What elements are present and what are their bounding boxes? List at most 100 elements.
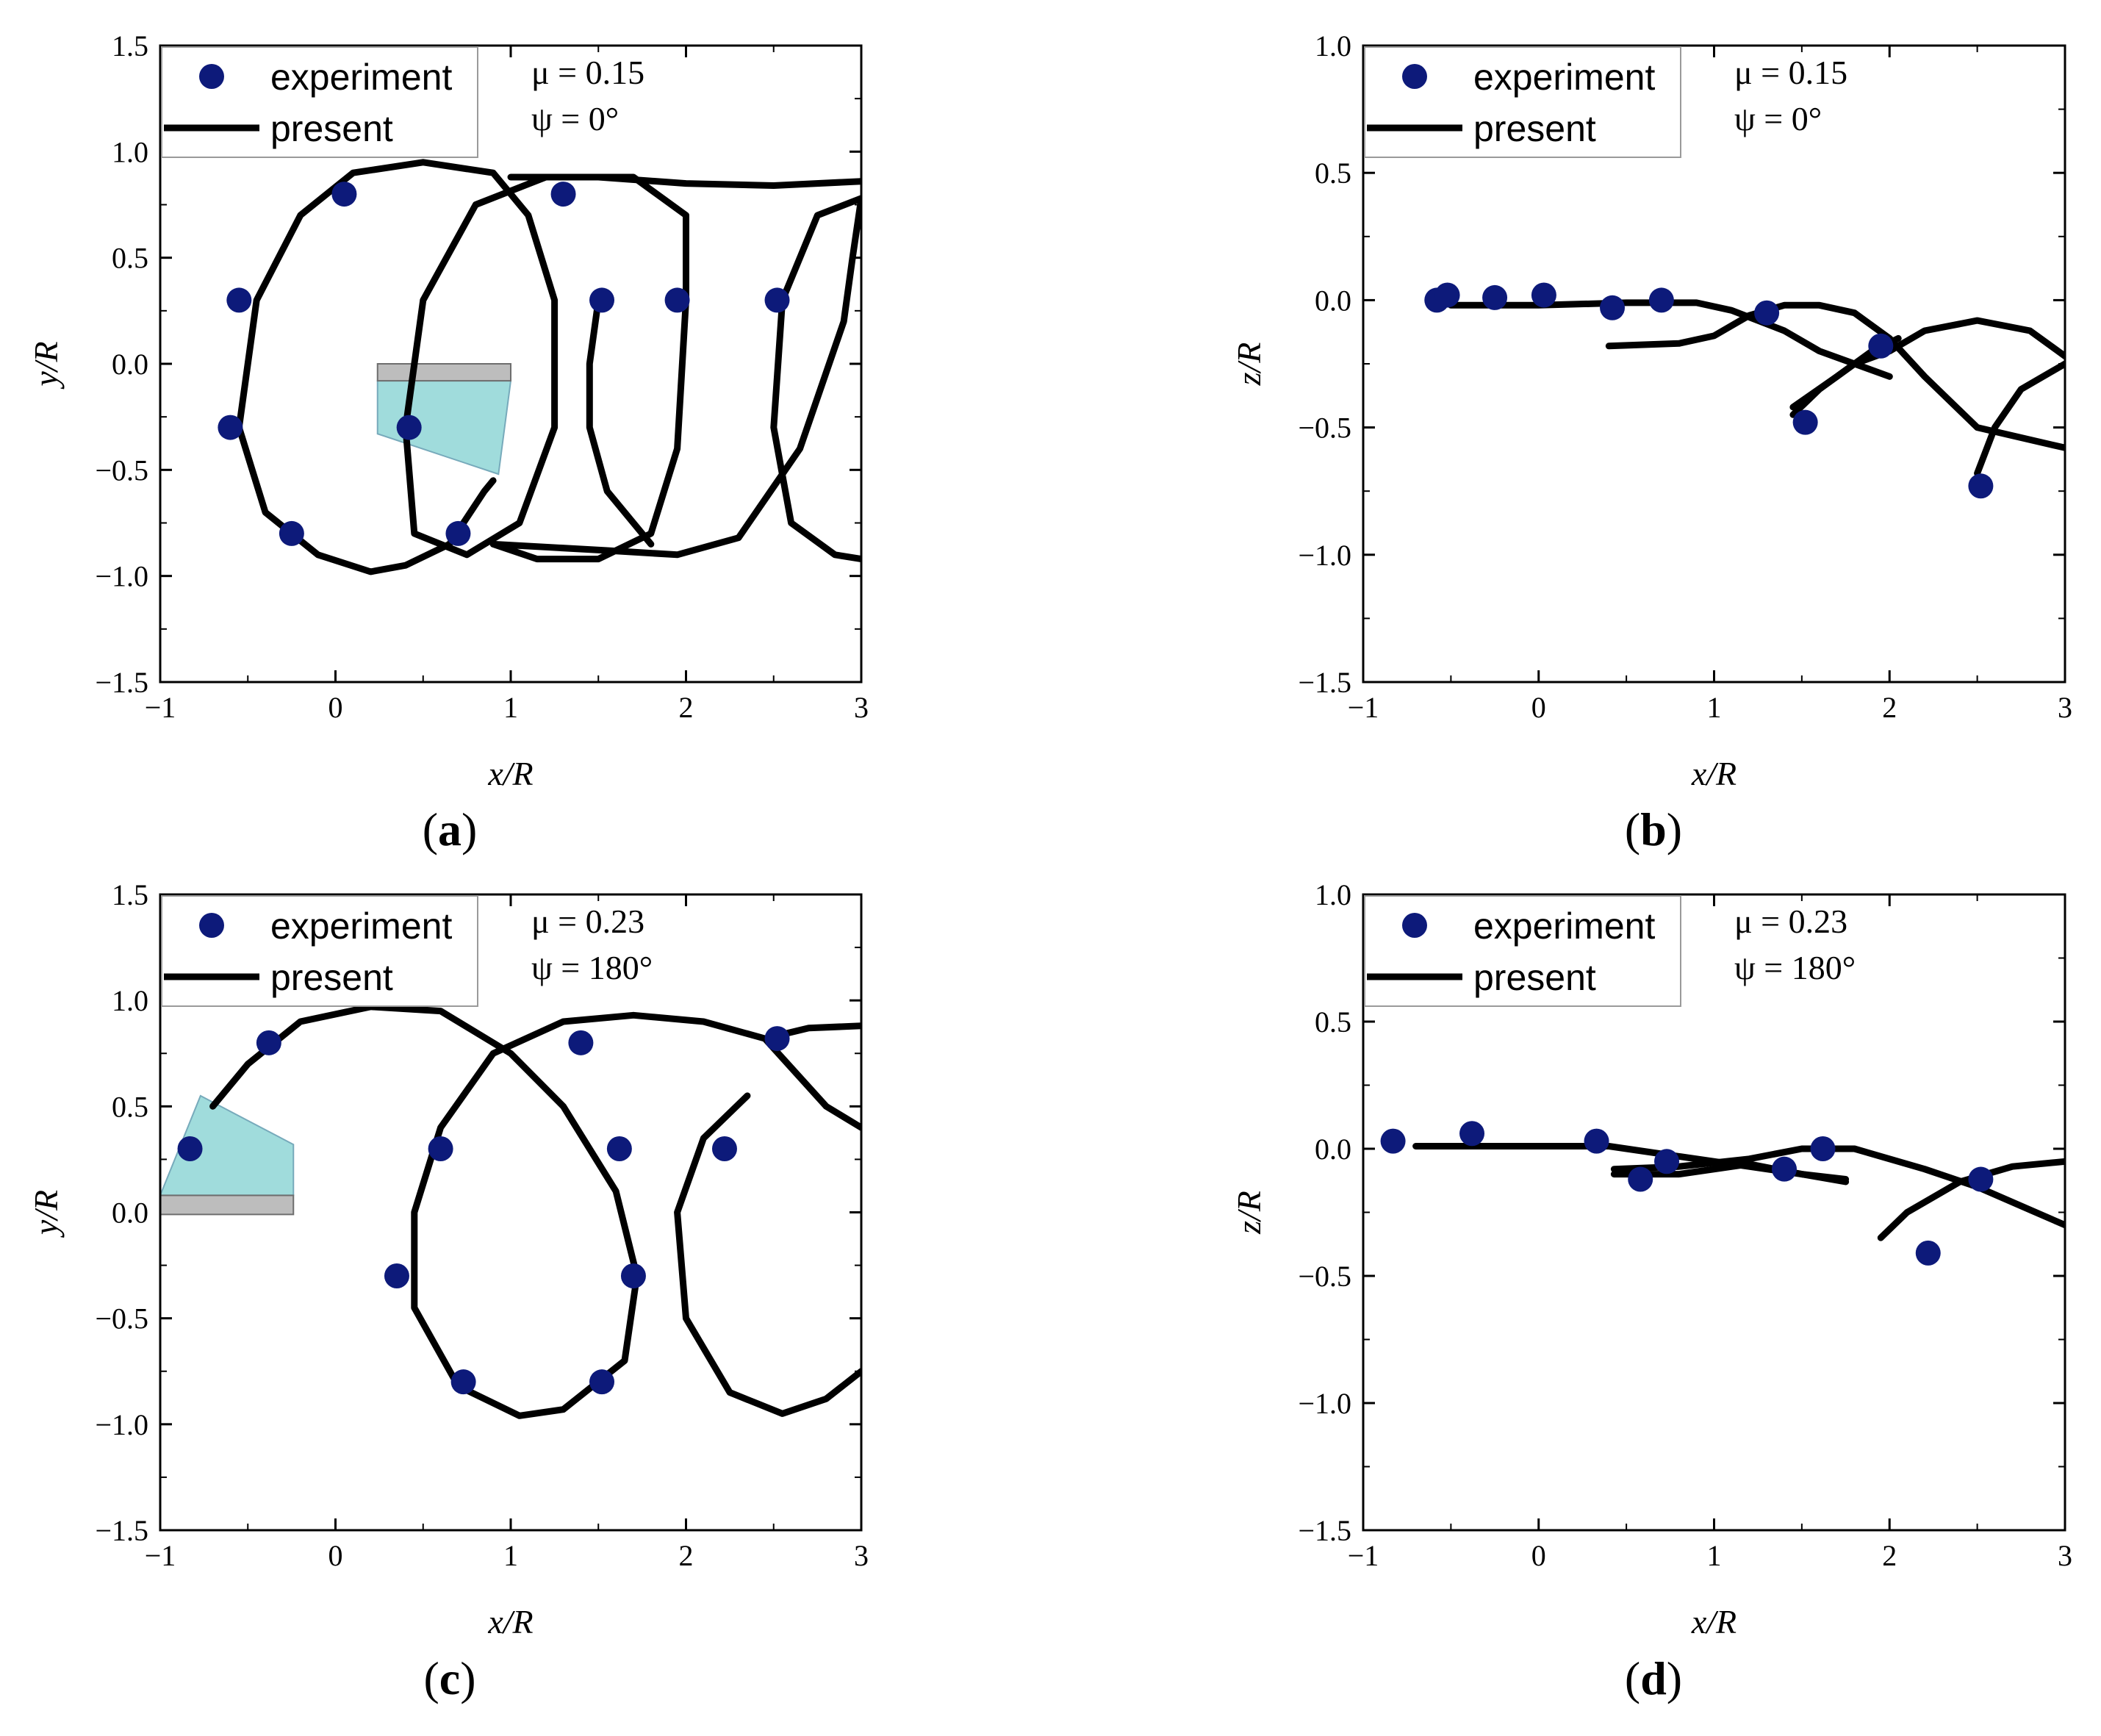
experiment-point	[1584, 1128, 1609, 1154]
param-mu: μ = 0.15	[1734, 54, 1847, 91]
panel-a: −1 0 1 2 3 1.5 1.0 0.5 0.0 −0.5 −1.0 −1.5 x/R y/R expe…	[27, 29, 869, 856]
x-tick-label: 1	[503, 1539, 518, 1572]
legend-marker-experiment	[199, 913, 224, 938]
y-axis-label: y/R	[27, 341, 65, 389]
experiment-point	[396, 415, 422, 440]
legend-marker-experiment	[1402, 913, 1427, 938]
experiment-point	[1600, 295, 1626, 320]
y-tick-label: −1.5	[1298, 1514, 1351, 1547]
wake-line-present-c	[1610, 1161, 1850, 1186]
experiment-point	[1772, 1156, 1797, 1182]
y-tick-label: −1.0	[1298, 539, 1351, 572]
experiment-point	[1810, 1136, 1836, 1161]
y-tick-label: 1.0	[1315, 29, 1351, 62]
y-tick-label: 0.0	[1315, 284, 1351, 317]
legend-label-experiment: experiment	[270, 57, 452, 98]
x-tick-label: 1	[503, 691, 518, 724]
param-psi: ψ = 0°	[1734, 100, 1822, 137]
x-tick-label: 3	[2058, 1539, 2072, 1572]
caption-open: (	[1625, 1652, 1640, 1704]
y-tick-label: −0.5	[95, 1302, 148, 1335]
x-tick-label: 0	[328, 691, 343, 724]
y-tick-label: −0.5	[95, 453, 148, 487]
y-tick-label: 0.5	[112, 242, 148, 275]
caption-open: (	[1625, 803, 1640, 856]
experiment-point	[445, 520, 471, 546]
panel-d: −1 0 1 2 3 1.0 0.5 0.0 −0.5 −1.0 −1.5 x/R z/R experim…	[1230, 878, 2072, 1704]
x-tick-label: 3	[2058, 691, 2072, 724]
experiment-point	[1968, 473, 1994, 499]
experiment-point	[256, 1030, 281, 1055]
experiment-point	[1754, 300, 1780, 326]
y-tick-label: 0.5	[112, 1090, 148, 1123]
legend-marker-experiment	[1402, 64, 1427, 89]
experiment-point	[218, 415, 243, 440]
experiment-point	[764, 1026, 790, 1052]
legend: experiment present	[161, 46, 478, 158]
legend-label-experiment: experiment	[270, 905, 452, 947]
experiment-point	[331, 182, 357, 207]
legend-label-present: present	[270, 957, 393, 998]
x-tick-label: −1	[145, 691, 176, 724]
caption-letter: d	[1640, 1652, 1667, 1704]
legend: experiment present	[161, 895, 478, 1007]
caption-letter: a	[438, 803, 461, 856]
y-tick-label: 0.0	[112, 1197, 148, 1230]
y-tick-label: 1.5	[112, 878, 148, 911]
plot-frame	[1362, 893, 2066, 1532]
plot-area	[218, 159, 861, 575]
param-psi: ψ = 180°	[1734, 949, 1856, 986]
y-tick-label: −1.0	[1298, 1387, 1351, 1420]
x-tick-label: 2	[679, 691, 694, 724]
experiment-point	[568, 1030, 594, 1055]
experiment-point	[450, 1369, 476, 1395]
experiment-point	[177, 1136, 203, 1161]
y-tick-label: −0.5	[1298, 1260, 1351, 1293]
wake-line-present	[1447, 299, 1893, 380]
x-axis-label: x/R	[1691, 755, 1737, 792]
experiment-point	[764, 287, 790, 313]
y-tick-label: 0.0	[112, 348, 148, 381]
legend-label-present: present	[1473, 108, 1596, 149]
y-tick-label: 0.5	[1315, 1005, 1351, 1039]
y-tick-label: −1.0	[95, 560, 148, 593]
experiment-point	[1868, 333, 1894, 359]
x-tick-label: 0	[328, 1539, 343, 1572]
wake-line-present	[235, 159, 861, 575]
x-axis-label: x/R	[1691, 1603, 1737, 1640]
caption-close: )	[460, 1652, 475, 1704]
wake-line-present-c	[1789, 317, 2065, 418]
experiment-point	[1434, 282, 1460, 308]
plot-frame	[1362, 44, 2066, 684]
plot-area	[1380, 1121, 2065, 1266]
experiment-point	[1654, 1149, 1680, 1174]
panel-caption: (a)	[423, 803, 478, 856]
x-tick-label: −1	[1348, 691, 1379, 724]
panel-caption: (c)	[423, 1652, 475, 1704]
plot-frame	[159, 44, 863, 684]
experiment-point	[606, 1136, 632, 1161]
panel-c: −1 0 1 2 3 1.5 1.0 0.5 0.0 −0.5 −1.0 −1.5 x/R y/R expe…	[27, 878, 869, 1704]
experiment-point	[384, 1263, 409, 1288]
y-tick-label: −1.5	[95, 666, 148, 699]
param-psi: ψ = 0°	[531, 100, 619, 137]
caption-open: (	[423, 1652, 439, 1704]
y-tick-label: 1.0	[112, 984, 148, 1017]
caption-close: )	[461, 803, 477, 856]
x-tick-label: 0	[1531, 1539, 1546, 1572]
legend-label-experiment: experiment	[1473, 905, 1655, 947]
experiment-point	[550, 182, 576, 207]
y-tick-label: −1.0	[95, 1408, 148, 1441]
x-tick-label: 3	[854, 1539, 869, 1572]
caption-close: )	[1667, 1652, 1682, 1704]
wake-line-present-c	[674, 1092, 861, 1417]
legend-label-experiment: experiment	[1473, 57, 1655, 98]
y-tick-label: −0.5	[1298, 412, 1351, 445]
wake-line-present-b	[1610, 1145, 2065, 1229]
x-tick-label: −1	[1348, 1539, 1379, 1572]
experiment-point	[589, 287, 615, 313]
legend-label-present: present	[270, 108, 393, 149]
param-mu: μ = 0.15	[531, 54, 644, 91]
x-tick-label: 1	[1707, 691, 1722, 724]
